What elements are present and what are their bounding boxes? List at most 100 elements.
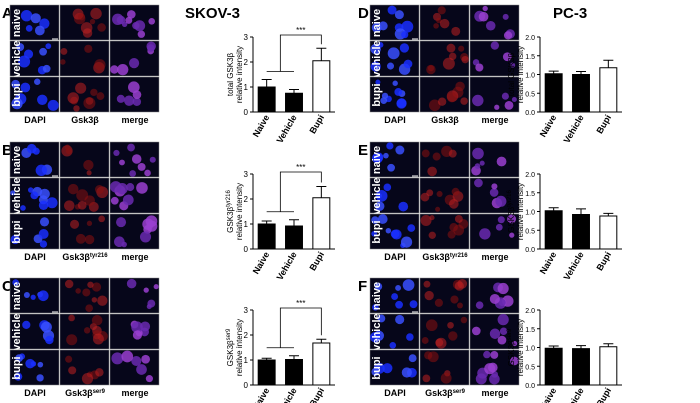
cell: [97, 23, 106, 32]
cell: [434, 298, 443, 307]
row-label: vehicle: [11, 40, 23, 77]
y-axis-label-main: GSK3β: [507, 340, 516, 366]
y-axis-label-sup: tyr216: [507, 190, 513, 207]
bar: [257, 359, 276, 386]
row-label: vehicle: [11, 177, 23, 214]
cell: [495, 195, 507, 207]
cell: [472, 147, 484, 160]
cell: [126, 183, 135, 192]
row-label: naive: [371, 9, 383, 37]
y-tick-label: 0.5: [525, 91, 535, 98]
error-bar: [316, 186, 327, 198]
cell: [128, 81, 140, 93]
column-label-text: DAPI: [384, 252, 406, 262]
x-tick-label: Vehicle: [275, 386, 299, 403]
error-bar: [261, 357, 272, 360]
cell: [12, 279, 19, 286]
cell: [116, 94, 125, 103]
column-label: Gsk3β: [71, 115, 99, 125]
cell: [66, 334, 78, 346]
cell: [428, 99, 441, 112]
cell: [403, 59, 413, 69]
cell: [60, 59, 66, 65]
cell: [424, 290, 434, 301]
cell: [20, 9, 33, 22]
cell: [83, 159, 94, 171]
significance-bracket: [266, 171, 322, 213]
cell: [425, 319, 438, 332]
column-label-text: Gsk3β: [422, 252, 450, 262]
micrograph: [59, 141, 110, 178]
cell: [75, 233, 86, 244]
cell: [439, 18, 450, 29]
y-axis-label-sup: ser9: [507, 328, 513, 340]
cell: [475, 63, 484, 72]
column-label-text: DAPI: [24, 388, 46, 398]
cell: [454, 215, 463, 223]
cell: [427, 166, 437, 177]
cell: [371, 367, 380, 377]
cell: [489, 373, 500, 385]
cell: [134, 20, 146, 32]
bar: [544, 73, 563, 113]
bar: [285, 359, 303, 386]
y-axis-label: total GSK3β: [507, 52, 516, 96]
cell: [498, 298, 506, 307]
cell: [401, 367, 412, 378]
cell: [136, 364, 147, 375]
cell: [453, 224, 465, 236]
cell: [371, 230, 378, 237]
significance-label: ***: [296, 299, 305, 308]
column-label: merge: [481, 388, 508, 398]
cell: [458, 45, 465, 52]
row-label: naive: [11, 282, 23, 310]
cell: [474, 178, 483, 188]
cell: [94, 59, 106, 71]
x-tick-label: Naive: [251, 113, 272, 139]
error-bar: [548, 345, 559, 349]
column-label: merge: [121, 388, 148, 398]
row-label: vehicle: [371, 313, 383, 350]
cell: [394, 88, 403, 96]
cell: [490, 41, 499, 50]
bar: [572, 74, 590, 113]
y-axis-label-sup: ser9: [226, 328, 232, 340]
y-tick-label: 0.0: [525, 110, 535, 117]
cell: [374, 282, 383, 291]
bar: [257, 86, 276, 113]
panel-letter: F: [358, 278, 367, 295]
y-tick-label: 1.0: [525, 346, 535, 353]
column-label: DAPI: [24, 115, 46, 125]
cell: [510, 62, 516, 68]
cell: [489, 293, 500, 305]
cell: [461, 55, 469, 64]
bar: [285, 225, 303, 250]
row-label: naive: [371, 146, 383, 174]
cell: [65, 355, 73, 363]
error-bar: [316, 47, 327, 61]
cell: [83, 327, 91, 334]
cell: [125, 16, 133, 24]
cell: [113, 149, 120, 157]
column-label-text: Gsk3β: [425, 388, 453, 398]
cell: [121, 241, 127, 248]
y-tick-label: 1.5: [525, 191, 535, 198]
cell: [82, 288, 91, 297]
cell: [448, 149, 457, 158]
cell: [442, 57, 455, 70]
x-tick-label: Naive: [538, 386, 559, 403]
cell: [20, 82, 31, 93]
cell: [447, 321, 454, 329]
bar: [285, 92, 303, 113]
column-label-text: merge: [121, 115, 148, 125]
cell: [132, 90, 142, 100]
cell: [146, 41, 156, 51]
cell: [370, 43, 381, 55]
bar: [572, 348, 590, 386]
cell: [502, 52, 512, 62]
y-tick-label: 1.0: [525, 210, 535, 217]
cell: [148, 17, 156, 25]
row-label: vehicle: [371, 40, 383, 77]
cell: [30, 361, 37, 367]
cell: [377, 314, 386, 323]
